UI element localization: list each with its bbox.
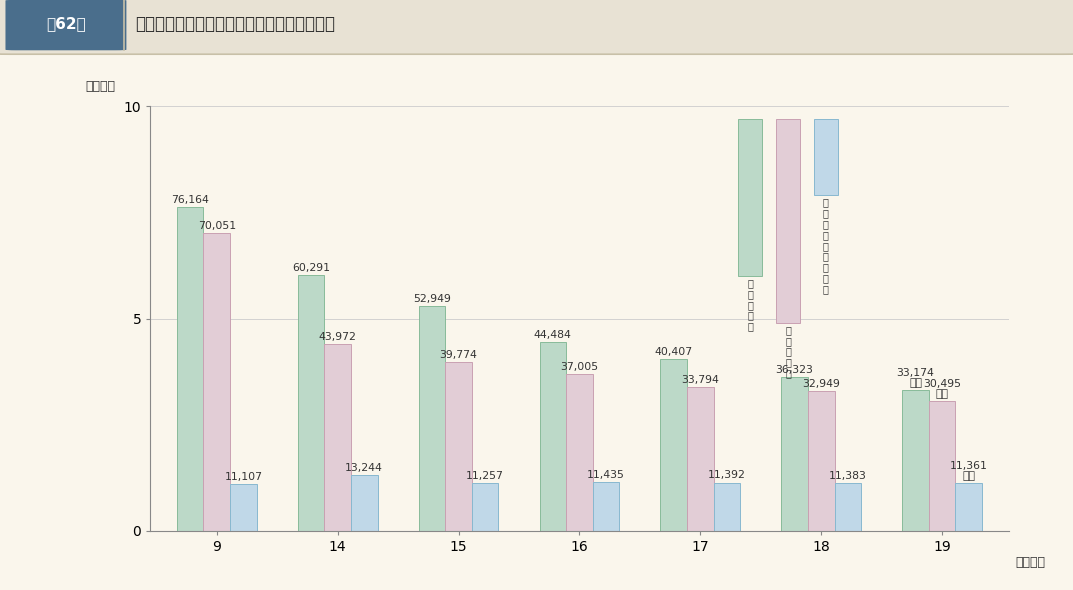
Text: 43,972: 43,972 bbox=[319, 332, 356, 342]
Text: 国
直
轄
事
業
費
負
担
金: 国 直 轄 事 業 費 負 担 金 bbox=[823, 198, 828, 294]
Text: 44,484: 44,484 bbox=[534, 330, 572, 340]
Bar bbox=[714, 483, 740, 531]
Text: 普通建設事業費の推移（その２　都道府県）: 普通建設事業費の推移（その２ 都道府県） bbox=[135, 15, 335, 33]
FancyBboxPatch shape bbox=[0, 0, 1073, 54]
Bar bbox=[472, 483, 499, 531]
Bar bbox=[567, 374, 592, 531]
Text: 11,107: 11,107 bbox=[224, 471, 262, 481]
Text: 39,774: 39,774 bbox=[440, 350, 477, 360]
Bar bbox=[592, 483, 619, 531]
FancyBboxPatch shape bbox=[5, 0, 127, 50]
Bar bbox=[835, 483, 862, 531]
Text: 13,244: 13,244 bbox=[346, 463, 383, 473]
Text: 70,051: 70,051 bbox=[197, 221, 236, 231]
Text: 11,392: 11,392 bbox=[708, 470, 746, 480]
Text: 補
助
事
業
費: 補 助 事 業 費 bbox=[747, 278, 753, 332]
Text: 32,949: 32,949 bbox=[803, 379, 840, 389]
Text: 33,174
億円: 33,174 億円 bbox=[897, 368, 935, 388]
Text: 第62図: 第62図 bbox=[46, 17, 86, 31]
Bar bbox=[660, 359, 687, 531]
Text: 11,435: 11,435 bbox=[587, 470, 624, 480]
Text: （年度）: （年度） bbox=[1015, 556, 1045, 569]
Bar bbox=[177, 208, 204, 531]
Bar bbox=[776, 119, 800, 323]
Text: 33,794: 33,794 bbox=[681, 375, 719, 385]
Text: 40,407: 40,407 bbox=[655, 348, 693, 357]
Bar bbox=[418, 306, 445, 531]
Bar bbox=[902, 390, 929, 531]
Bar bbox=[297, 275, 324, 531]
Text: 11,383: 11,383 bbox=[828, 470, 867, 480]
Text: 60,291: 60,291 bbox=[292, 263, 330, 273]
Bar bbox=[738, 119, 762, 276]
Text: 11,361
億円: 11,361 億円 bbox=[950, 461, 987, 481]
Bar bbox=[351, 475, 378, 531]
Bar bbox=[204, 234, 230, 531]
Text: 30,495
億円: 30,495 億円 bbox=[923, 379, 961, 399]
Text: 単
独
事
業
費: 単 独 事 業 費 bbox=[785, 325, 791, 378]
Bar bbox=[955, 483, 982, 531]
Bar bbox=[445, 362, 472, 531]
Bar bbox=[324, 344, 351, 531]
Text: 76,164: 76,164 bbox=[172, 195, 209, 205]
Bar bbox=[813, 119, 838, 195]
Bar bbox=[230, 484, 256, 531]
Text: （兆円）: （兆円） bbox=[86, 80, 116, 93]
Bar bbox=[781, 376, 808, 531]
Text: 36,323: 36,323 bbox=[776, 365, 813, 375]
Bar bbox=[929, 401, 955, 531]
Bar bbox=[687, 388, 714, 531]
Text: 11,257: 11,257 bbox=[466, 471, 504, 481]
Bar bbox=[808, 391, 835, 531]
Text: 37,005: 37,005 bbox=[560, 362, 599, 372]
Text: 52,949: 52,949 bbox=[413, 294, 451, 304]
Bar bbox=[540, 342, 567, 531]
